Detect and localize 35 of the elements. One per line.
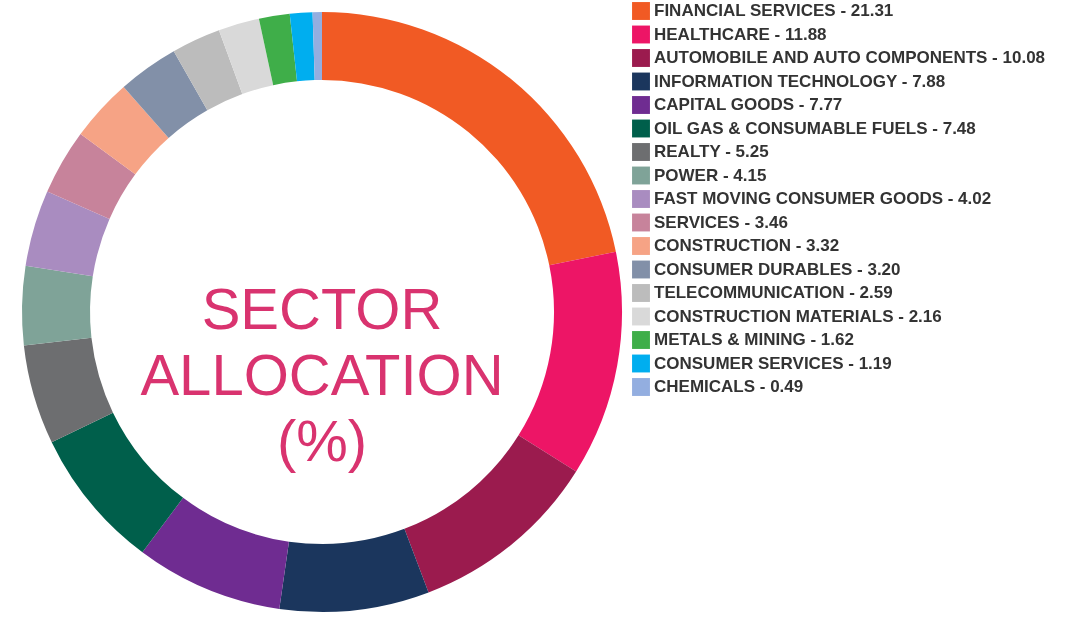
donut-slice [51, 412, 184, 553]
donut-slice [47, 133, 136, 219]
legend-label: REALTY - 5.25 [654, 142, 769, 161]
donut-slice [518, 251, 622, 472]
legend-label: AUTOMOBILE AND AUTO COMPONENTS - 10.08 [654, 48, 1046, 67]
legend-label: CAPITAL GOODS - 7.77 [654, 95, 843, 114]
legend-label: INFORMATION TECHNOLOGY - 7.88 [654, 71, 946, 91]
text: SECTOR ALLOCATION (%) [140, 276, 504, 473]
donut-slice [279, 528, 429, 612]
donut-slice [80, 86, 169, 175]
legend-label: FINANCIAL SERVICES - 21.31 [654, 1, 894, 20]
legend-label: CONSUMER DURABLES - 3.20 [654, 259, 901, 279]
donut-slice [218, 18, 274, 95]
legend-label: CHEMICALS - 0.49 [654, 377, 804, 396]
legend-label: SERVICES - 3.46 [654, 212, 788, 232]
legend-label: CONSUMER SERVICES - 1.19 [654, 353, 892, 373]
donut-slice [22, 265, 93, 346]
legend-label: CONSTRUCTION MATERIALS - 2.16 [654, 306, 942, 326]
donut-slice [123, 51, 208, 138]
legend-label: HEALTHCARE - 11.88 [654, 24, 827, 44]
donut-slice [173, 30, 243, 111]
donut-slice [312, 12, 322, 81]
donut-slice [404, 435, 577, 593]
donut-slice [322, 12, 616, 266]
legend-label: METALS & MINING - 1.62 [654, 330, 854, 349]
legend-label: TELECOMMUNICATION - 2.59 [654, 283, 893, 302]
donut-slice [258, 13, 298, 86]
donut-slice [25, 191, 110, 277]
legend-label: OIL GAS & CONSUMABLE FUELS - 7.48 [654, 118, 976, 138]
legend-label: POWER - 4.15 [654, 165, 767, 185]
legend-label: CONSTRUCTION - 3.32 [654, 236, 840, 255]
legend-label: FAST MOVING CONSUMER GOODS - 4.02 [654, 189, 992, 208]
donut-slice [23, 337, 113, 443]
donut-slice [289, 12, 315, 82]
donut-slice [142, 497, 289, 609]
